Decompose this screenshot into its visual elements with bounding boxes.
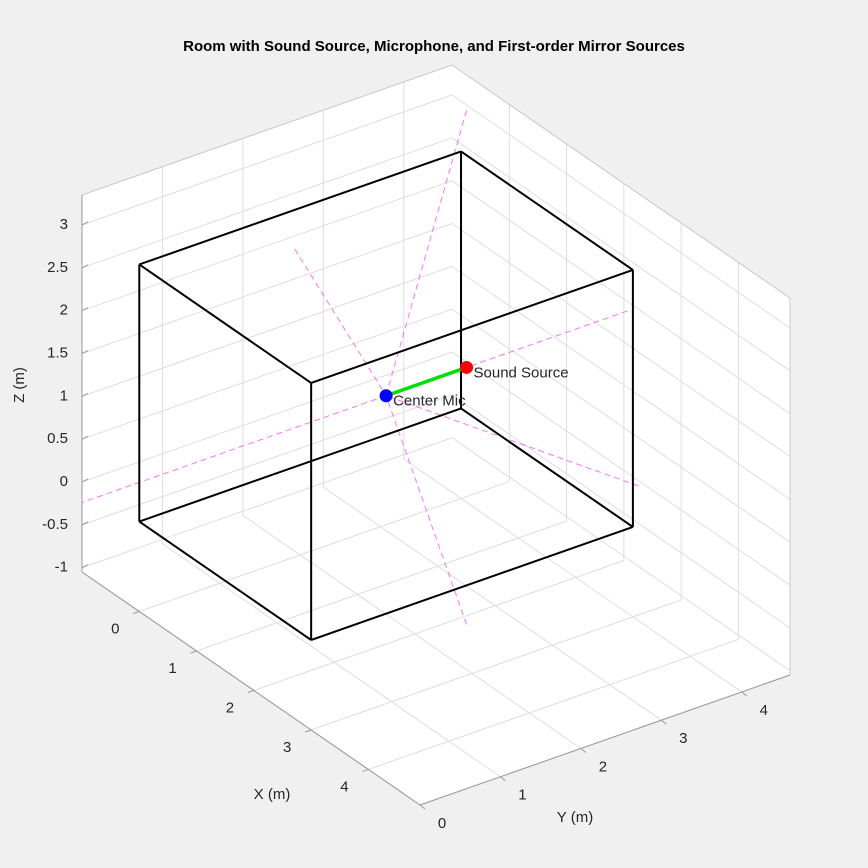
grid-line <box>451 94 791 329</box>
chart-title: Room with Sound Source, Microphone, and … <box>183 38 685 55</box>
y-tick-label: 2 <box>599 758 607 775</box>
z-axis-label: Z (m) <box>11 367 28 403</box>
room-edge <box>138 520 312 641</box>
z-tick <box>81 478 89 483</box>
y-axis-line <box>419 674 791 806</box>
mirror-path <box>294 248 387 396</box>
x-axis-line <box>81 571 421 806</box>
x-tick <box>190 650 197 654</box>
z-tick <box>81 264 89 269</box>
grid-line <box>451 308 791 543</box>
z-tick-label: 3 <box>60 216 68 233</box>
grid-line <box>81 351 453 483</box>
grid-line <box>451 265 791 500</box>
grid-line <box>451 223 791 457</box>
grid-line <box>81 265 453 397</box>
grid-line <box>310 599 682 731</box>
grid-line <box>451 180 791 415</box>
grid-line <box>242 515 582 749</box>
room-edge <box>310 526 634 641</box>
point <box>460 360 474 374</box>
room-edge <box>310 268 634 384</box>
z-tick-label: 1.5 <box>47 344 68 361</box>
room-edge <box>460 150 634 271</box>
z-tick <box>81 521 89 526</box>
grid-line <box>139 481 510 612</box>
grid-line <box>162 543 501 778</box>
y-axis-label: Y (m) <box>557 809 593 826</box>
room-edge <box>138 263 312 384</box>
x-tick-label: 3 <box>283 739 291 756</box>
y-tick <box>580 748 587 753</box>
z-tick <box>81 564 89 569</box>
z-tick-label: -1 <box>55 559 68 576</box>
z-tick-label: 2.5 <box>47 259 68 276</box>
x-tick <box>362 768 369 772</box>
grid-line <box>253 560 625 691</box>
y-tick-label: 1 <box>518 787 526 804</box>
z-tick-label: 0 <box>60 473 68 490</box>
x-tick-label: 2 <box>226 699 234 716</box>
grid-line <box>451 351 791 586</box>
y-tick <box>500 776 506 782</box>
grid-line <box>81 137 453 269</box>
grid-line <box>403 458 743 693</box>
room-edge <box>138 407 462 523</box>
axes-background <box>82 65 790 805</box>
grid-line <box>81 223 453 354</box>
z-tick <box>81 435 89 440</box>
x-tick-label: 4 <box>340 778 348 795</box>
z-tick <box>81 350 89 354</box>
y-tick-label: 0 <box>438 815 446 832</box>
grid-line <box>81 180 453 312</box>
z-tick <box>81 221 89 226</box>
z-tick-label: 1 <box>60 387 68 404</box>
mirror-path <box>385 395 467 625</box>
mirror-path <box>82 395 387 538</box>
grid-line <box>81 437 453 569</box>
y-tick-label: 4 <box>760 702 768 719</box>
x-tick <box>304 729 312 733</box>
grid-line <box>451 394 791 629</box>
z-tick-label: 0.5 <box>47 430 68 447</box>
room-edge <box>460 407 634 528</box>
x-tick <box>133 611 140 614</box>
grid-line <box>81 394 453 526</box>
grid-line <box>451 437 791 672</box>
direct-path <box>385 365 468 398</box>
point-label: Sound Source <box>474 364 569 381</box>
point <box>379 389 393 403</box>
x-axis-label: X (m) <box>254 786 291 803</box>
grid-line <box>81 94 453 226</box>
z-tick <box>81 392 89 397</box>
grid-line <box>451 137 791 372</box>
z-tick-label: 2 <box>60 302 68 319</box>
room-edge <box>138 150 462 266</box>
y-tick <box>660 719 667 725</box>
grid-line <box>81 308 453 440</box>
z-tick <box>81 307 89 312</box>
y-tick-label: 3 <box>679 730 687 747</box>
x-tick-label: 0 <box>111 620 119 637</box>
z-tick-label: -0.5 <box>42 516 68 533</box>
x-tick <box>247 690 255 693</box>
point-label: Center Mic <box>393 393 466 410</box>
y-tick <box>419 804 426 810</box>
mirror-path <box>385 395 639 487</box>
y-tick <box>741 691 748 697</box>
grid-line <box>323 486 662 721</box>
grid-line <box>368 638 739 770</box>
x-tick-label: 1 <box>168 660 176 677</box>
grid-line <box>196 520 567 652</box>
